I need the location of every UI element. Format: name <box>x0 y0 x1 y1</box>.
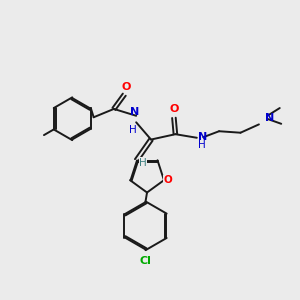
Text: O: O <box>169 104 178 114</box>
Text: N: N <box>198 132 208 142</box>
Text: Cl: Cl <box>140 256 152 266</box>
Text: O: O <box>121 82 130 92</box>
Text: N: N <box>130 107 139 117</box>
Text: H: H <box>139 158 147 168</box>
Text: O: O <box>163 175 172 185</box>
Text: H: H <box>129 125 137 135</box>
Text: H: H <box>198 140 206 150</box>
Text: N: N <box>266 113 275 123</box>
